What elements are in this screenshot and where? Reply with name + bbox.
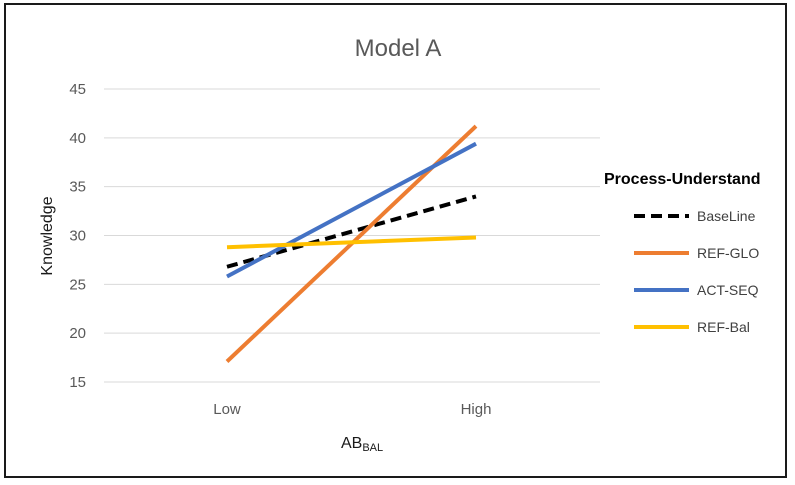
legend-label: ACT-SEQ (697, 282, 759, 298)
x-axis-label: ABBAL (341, 435, 383, 454)
x-axis-label-main: AB (341, 435, 362, 452)
y-tick-label: 30 (69, 228, 86, 245)
legend-title: Process-Understand (604, 171, 761, 188)
series-line-act-seq (226, 141, 477, 279)
y-tick-label: 35 (69, 179, 86, 196)
x-tick-label: Low (213, 401, 241, 418)
y-tick-label: 40 (69, 130, 86, 147)
y-axis-label: Knowledge (39, 196, 56, 275)
legend-label: BaseLine (697, 208, 756, 224)
y-tick-label: 25 (69, 276, 86, 293)
legend-label: REF-Bal (697, 319, 750, 335)
y-tick-label: 20 (69, 325, 86, 342)
series-line-ref-bal (226, 235, 477, 250)
x-axis-label-subscript: BAL (362, 442, 383, 454)
legend-label: REF-GLO (697, 245, 759, 261)
y-tick-label: 15 (69, 374, 86, 391)
x-tick-label: High (461, 401, 492, 418)
y-tick-label: 45 (69, 81, 86, 98)
chart-title: Model A (355, 35, 442, 62)
